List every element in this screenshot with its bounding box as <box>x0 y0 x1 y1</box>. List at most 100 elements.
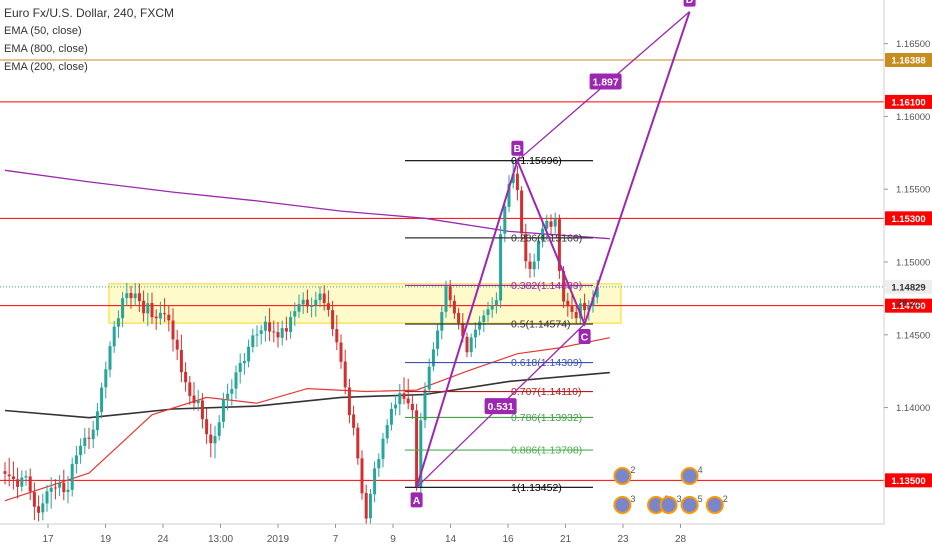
chart-legend: Euro Fx/U.S. Dollar, 240, FXCM EMA (50, … <box>4 4 174 76</box>
event-count-label: 4 <box>698 465 703 475</box>
candle-body <box>520 190 524 234</box>
candle-body <box>419 420 423 488</box>
economic-event-icon <box>659 496 678 514</box>
candle-body <box>473 329 477 338</box>
pattern-point-badge <box>410 492 423 508</box>
candle-body <box>436 330 440 349</box>
ema800-line <box>4 169 610 240</box>
x-tick-label: 16 <box>502 534 514 545</box>
candle-body <box>251 335 255 348</box>
candle-body <box>511 174 515 184</box>
fib-level-label: 0.236(1.15166) <box>511 232 582 244</box>
candle-body <box>196 400 200 404</box>
candle-body <box>28 476 32 492</box>
x-tick-label: 24 <box>157 534 169 545</box>
candle-body <box>301 299 305 305</box>
candle-body <box>532 261 536 270</box>
level-price-tag <box>885 211 932 226</box>
candle-body <box>142 300 146 314</box>
x-tick-label: 28 <box>675 534 687 545</box>
candle-body <box>66 489 70 493</box>
candle-body <box>469 337 473 353</box>
candle-body <box>213 436 217 444</box>
candle-body <box>310 305 314 307</box>
candle-body <box>385 425 389 439</box>
indicator-ema800-label: EMA (800, close) <box>4 43 88 55</box>
candle-body <box>205 419 209 435</box>
candle-body <box>352 414 356 428</box>
candle-body <box>465 336 469 353</box>
y-tick-label: 1.16500 <box>896 39 930 50</box>
candle-body <box>49 487 53 492</box>
candle-body <box>360 458 364 494</box>
candle-body <box>536 240 540 261</box>
pattern-point-badge <box>683 0 696 7</box>
candle-body <box>503 206 507 234</box>
candle-body <box>448 286 452 301</box>
current-price-label: 1.14829 <box>891 282 925 293</box>
candle-body <box>280 328 284 338</box>
x-tick-label: 7 <box>333 534 339 545</box>
level-price-label: 1.15300 <box>891 214 925 225</box>
candle-body <box>247 346 251 362</box>
bar-countdown-label: 28:21 <box>897 298 921 309</box>
economic-event-icon <box>613 467 632 485</box>
pattern-point-badge <box>511 140 524 156</box>
candle-body <box>37 506 41 513</box>
candle-body <box>574 312 578 319</box>
pattern-ratio-label: 0.531 <box>487 401 513 413</box>
level-price-label: 1.13500 <box>891 476 925 487</box>
event-count-label: 3 <box>677 494 682 504</box>
x-tick-label: 2019 <box>267 534 290 545</box>
candle-body <box>570 305 574 312</box>
pattern-leg-path <box>415 11 691 488</box>
fib-level-label: 0(1.15696) <box>511 155 562 167</box>
event-count-label: 5 <box>698 494 703 504</box>
candle-body <box>478 321 482 330</box>
candle-body <box>297 304 301 312</box>
candle-body <box>133 293 137 299</box>
candle-body <box>289 317 293 333</box>
candle-body <box>150 303 154 318</box>
candle-body <box>595 286 599 298</box>
candle-body <box>457 312 461 323</box>
candle-body <box>482 315 486 322</box>
candle-body <box>356 427 360 459</box>
candle-body <box>58 482 62 488</box>
candle-body <box>566 300 570 307</box>
x-tick-label: 19 <box>100 534 112 545</box>
pattern-ratio-badge <box>589 73 622 90</box>
candle-body <box>335 329 339 343</box>
economic-event-icon <box>680 467 699 485</box>
candle-body <box>578 303 582 319</box>
candle-body <box>146 303 150 314</box>
level-price-tag <box>885 94 932 109</box>
candle-body <box>11 476 15 480</box>
event-count-label: 3 <box>630 494 635 504</box>
candle-body <box>188 382 192 396</box>
candle-body <box>79 445 83 456</box>
candle-body <box>230 389 234 394</box>
candle-body <box>490 305 494 310</box>
candle-body <box>410 403 414 411</box>
candle-body <box>3 471 7 474</box>
candle-body <box>444 286 448 312</box>
economic-event-icon <box>680 496 699 514</box>
candle-body <box>398 393 402 405</box>
fib-level-label: 0.786(1.13932) <box>511 412 582 424</box>
y-tick-label: 1.14500 <box>896 330 930 341</box>
candle-body <box>268 322 272 332</box>
candle-body <box>209 434 213 444</box>
level-price-tag <box>885 473 932 488</box>
candle-body <box>541 228 545 241</box>
candle-body <box>87 437 91 439</box>
candle-body <box>108 346 112 370</box>
event-count-label: 2 <box>630 465 635 475</box>
indicator-ema50-label: EMA (50, close) <box>4 25 82 37</box>
fib-level-label: 0.5(1.14574) <box>511 319 571 331</box>
x-tick-label: 13:00 <box>208 534 233 545</box>
indicator-ema200-label: EMA (200, close) <box>4 61 88 73</box>
candle-body <box>394 404 398 409</box>
